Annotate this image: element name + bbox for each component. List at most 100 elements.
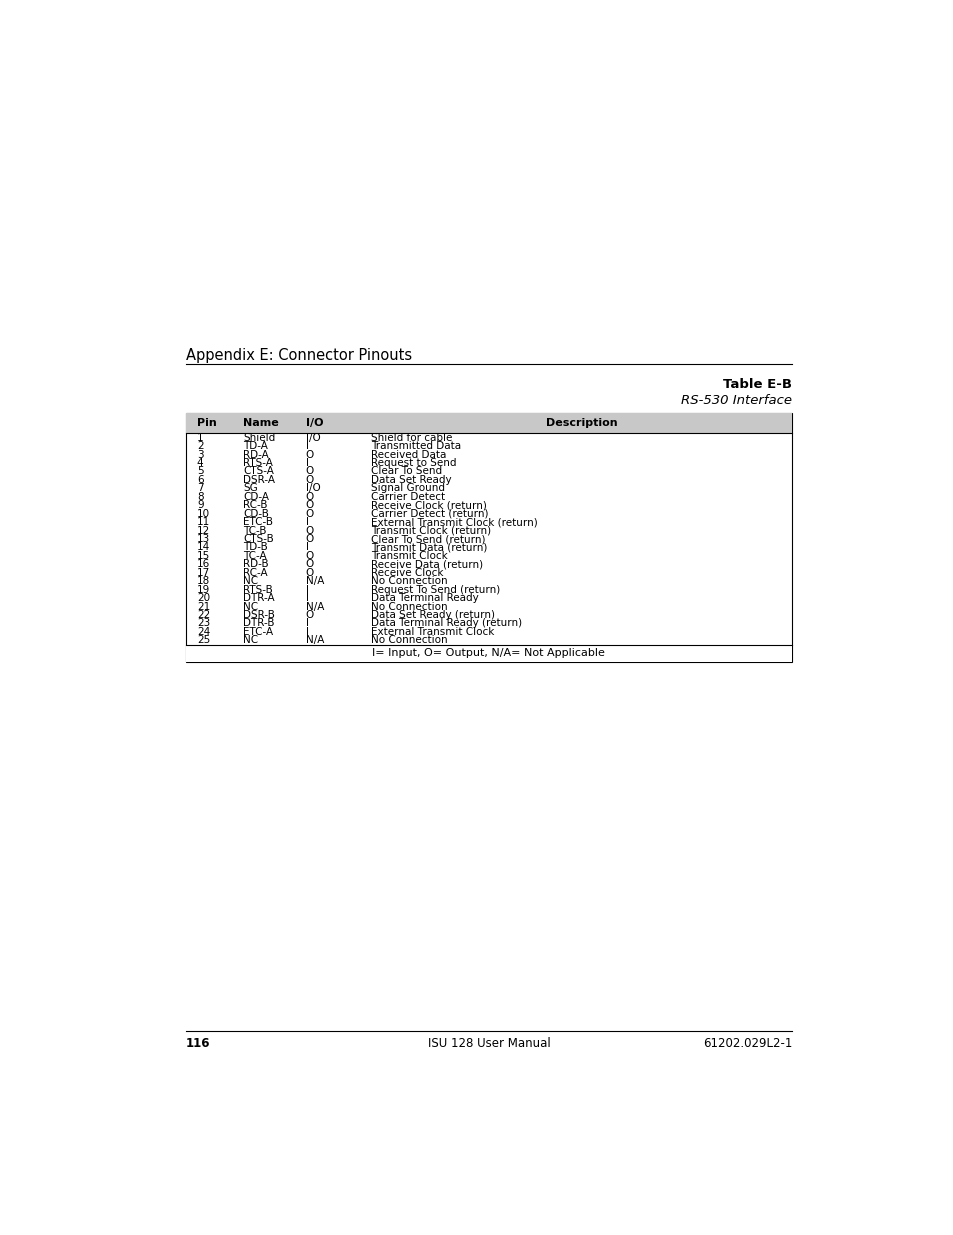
Text: I: I	[305, 517, 308, 527]
Text: Name: Name	[243, 417, 279, 429]
Text: DTR-B: DTR-B	[243, 619, 274, 629]
Bar	[186, 412, 791, 433]
Text: Data Terminal Ready: Data Terminal Ready	[370, 593, 477, 603]
Text: I/O: I/O	[305, 483, 320, 493]
Text: DTR-A: DTR-A	[243, 593, 274, 603]
Text: 10: 10	[196, 509, 210, 519]
Text: 8: 8	[196, 492, 203, 501]
Text: O: O	[305, 568, 314, 578]
Text: O: O	[305, 534, 314, 545]
Text: I: I	[305, 619, 308, 629]
Text: O: O	[305, 492, 314, 501]
Text: RC-A: RC-A	[243, 568, 268, 578]
Text: Receive Clock (return): Receive Clock (return)	[370, 500, 486, 510]
Text: No Connection: No Connection	[370, 601, 447, 611]
Text: RTS-B: RTS-B	[243, 584, 273, 595]
Text: N/A: N/A	[305, 635, 324, 646]
Text: Receive Data (return): Receive Data (return)	[370, 559, 482, 569]
Text: 24: 24	[196, 627, 210, 637]
Text: 22: 22	[196, 610, 210, 620]
Text: 18: 18	[196, 577, 210, 587]
Text: 4: 4	[196, 458, 203, 468]
Text: DSR-B: DSR-B	[243, 610, 275, 620]
Text: I: I	[305, 584, 308, 595]
Text: 11: 11	[196, 517, 210, 527]
Text: I/O: I/O	[305, 432, 320, 442]
Text: I: I	[305, 542, 308, 552]
Text: N/A: N/A	[305, 577, 324, 587]
Text: 13: 13	[196, 534, 210, 545]
Text: RC-B: RC-B	[243, 500, 268, 510]
Text: 5: 5	[196, 467, 203, 477]
Text: Data Set Ready (return): Data Set Ready (return)	[370, 610, 494, 620]
Text: O: O	[305, 559, 314, 569]
Text: O: O	[305, 450, 314, 459]
Text: N/A: N/A	[305, 601, 324, 611]
Text: I: I	[305, 627, 308, 637]
Text: Appendix E: Connector Pinouts: Appendix E: Connector Pinouts	[186, 348, 412, 363]
Text: 12: 12	[196, 526, 210, 536]
Text: Data Set Ready: Data Set Ready	[370, 475, 451, 485]
Text: 19: 19	[196, 584, 210, 595]
Text: O: O	[305, 500, 314, 510]
Text: Received Data: Received Data	[370, 450, 446, 459]
Text: 9: 9	[196, 500, 203, 510]
Text: Transmit Clock: Transmit Clock	[370, 551, 447, 561]
Text: RD-B: RD-B	[243, 559, 269, 569]
Text: 21: 21	[196, 601, 210, 611]
Text: ETC-A: ETC-A	[243, 627, 274, 637]
Text: External Transmit Clock (return): External Transmit Clock (return)	[370, 517, 537, 527]
Text: Clear To Send: Clear To Send	[370, 467, 441, 477]
Text: CTS-A: CTS-A	[243, 467, 274, 477]
Text: O: O	[305, 475, 314, 485]
Text: CTS-B: CTS-B	[243, 534, 274, 545]
Text: Transmit Clock (return): Transmit Clock (return)	[370, 526, 490, 536]
Text: No Connection: No Connection	[370, 577, 447, 587]
Text: Data Terminal Ready (return): Data Terminal Ready (return)	[370, 619, 521, 629]
Text: Carrier Detect (return): Carrier Detect (return)	[370, 509, 488, 519]
Text: O: O	[305, 610, 314, 620]
Text: I= Input, O= Output, N/A= Not Applicable: I= Input, O= Output, N/A= Not Applicable	[372, 648, 605, 658]
Text: I: I	[305, 593, 308, 603]
Text: Transmit Data (return): Transmit Data (return)	[370, 542, 486, 552]
Text: NC: NC	[243, 635, 258, 646]
Text: I: I	[305, 441, 308, 451]
Text: O: O	[305, 509, 314, 519]
Text: 25: 25	[196, 635, 210, 646]
Text: 17: 17	[196, 568, 210, 578]
Text: ETC-B: ETC-B	[243, 517, 274, 527]
Text: TD-A: TD-A	[243, 441, 268, 451]
Text: Shield: Shield	[243, 432, 275, 442]
Text: 20: 20	[196, 593, 210, 603]
Text: Clear To Send (return): Clear To Send (return)	[370, 534, 485, 545]
Text: RTS-A: RTS-A	[243, 458, 274, 468]
Text: I/O: I/O	[305, 417, 323, 429]
Text: TD-B: TD-B	[243, 542, 268, 552]
Text: 7: 7	[196, 483, 203, 493]
Text: 116: 116	[186, 1037, 210, 1050]
Text: 15: 15	[196, 551, 210, 561]
Text: Pin: Pin	[196, 417, 216, 429]
Text: CD-B: CD-B	[243, 509, 269, 519]
Text: Signal Ground: Signal Ground	[370, 483, 444, 493]
Text: 14: 14	[196, 542, 210, 552]
Text: NC: NC	[243, 601, 258, 611]
Text: 23: 23	[196, 619, 210, 629]
Text: No Connection: No Connection	[370, 635, 447, 646]
Text: NC: NC	[243, 577, 258, 587]
Text: RD-A: RD-A	[243, 450, 269, 459]
Text: O: O	[305, 467, 314, 477]
Text: Request to Send: Request to Send	[370, 458, 456, 468]
Text: External Transmit Clock: External Transmit Clock	[370, 627, 494, 637]
Text: ISU 128 User Manual: ISU 128 User Manual	[427, 1037, 550, 1050]
Text: 2: 2	[196, 441, 203, 451]
Text: 6: 6	[196, 475, 203, 485]
Text: I: I	[305, 458, 308, 468]
Text: CD-A: CD-A	[243, 492, 269, 501]
Bar	[186, 645, 791, 662]
Text: 16: 16	[196, 559, 210, 569]
Text: TC-A: TC-A	[243, 551, 267, 561]
Text: DSR-A: DSR-A	[243, 475, 275, 485]
Text: O: O	[305, 551, 314, 561]
Text: Shield for cable: Shield for cable	[370, 432, 452, 442]
